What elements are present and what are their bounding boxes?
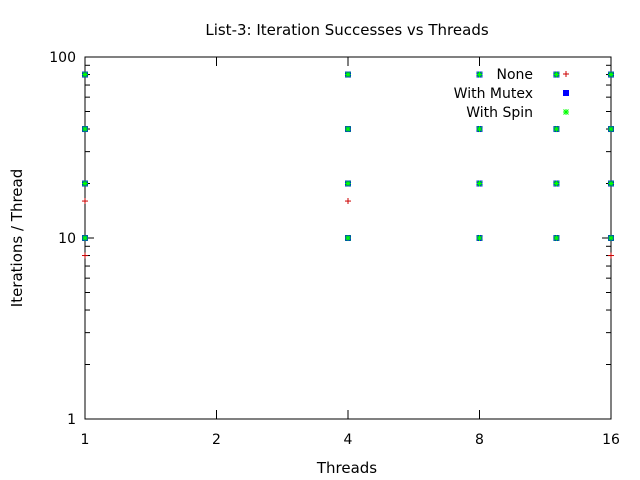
x-tick-label: 4 <box>344 432 353 448</box>
y-tick-label: 10 <box>58 231 76 247</box>
data-point <box>476 71 483 78</box>
data-point <box>476 126 483 133</box>
data-point <box>553 126 560 133</box>
data-point <box>608 126 614 133</box>
data-point <box>608 235 614 241</box>
data-point <box>553 180 560 187</box>
x-tick-label: 1 <box>81 432 90 448</box>
data-point <box>345 198 351 205</box>
data-point <box>82 252 88 259</box>
data-point <box>82 198 88 205</box>
series-with-mutex <box>82 71 614 241</box>
axis-tick-labels: 1 2 4 8 16 1 10 100 <box>49 50 620 448</box>
data-point <box>608 71 614 78</box>
data-point <box>345 180 351 187</box>
data-point <box>608 180 614 187</box>
data-point <box>608 252 614 259</box>
legend-label: None <box>496 67 533 83</box>
data-point <box>345 71 351 78</box>
series-none <box>82 71 614 259</box>
x-tick-label: 8 <box>475 432 484 448</box>
data-point <box>553 235 560 241</box>
legend-marker <box>563 71 569 77</box>
chart-title: List-3: Iteration Successes vs Threads <box>205 21 488 39</box>
legend-marker <box>563 109 569 115</box>
data-point <box>82 126 88 133</box>
data-points <box>82 71 614 259</box>
x-tick-label: 2 <box>212 432 221 448</box>
y-tick-label: 1 <box>67 412 76 428</box>
x-axis-label: Threads <box>316 459 377 477</box>
x-tick-label: 16 <box>602 432 620 448</box>
legend: None With Mutex With Spin <box>454 67 569 121</box>
y-axis-label: Iterations / Thread <box>8 169 26 307</box>
data-point <box>345 126 351 133</box>
axis-ticks <box>84 56 612 420</box>
legend-label: With Mutex <box>454 86 533 102</box>
legend-marker <box>563 90 569 96</box>
data-point <box>82 180 88 187</box>
data-point <box>345 235 351 241</box>
y-tick-label: 100 <box>49 50 76 66</box>
data-point <box>476 235 483 241</box>
data-point <box>476 180 483 187</box>
series-with-spin <box>82 71 614 241</box>
legend-label: With Spin <box>466 105 533 121</box>
data-point <box>82 71 88 78</box>
data-point <box>553 71 560 78</box>
data-point <box>82 235 88 241</box>
